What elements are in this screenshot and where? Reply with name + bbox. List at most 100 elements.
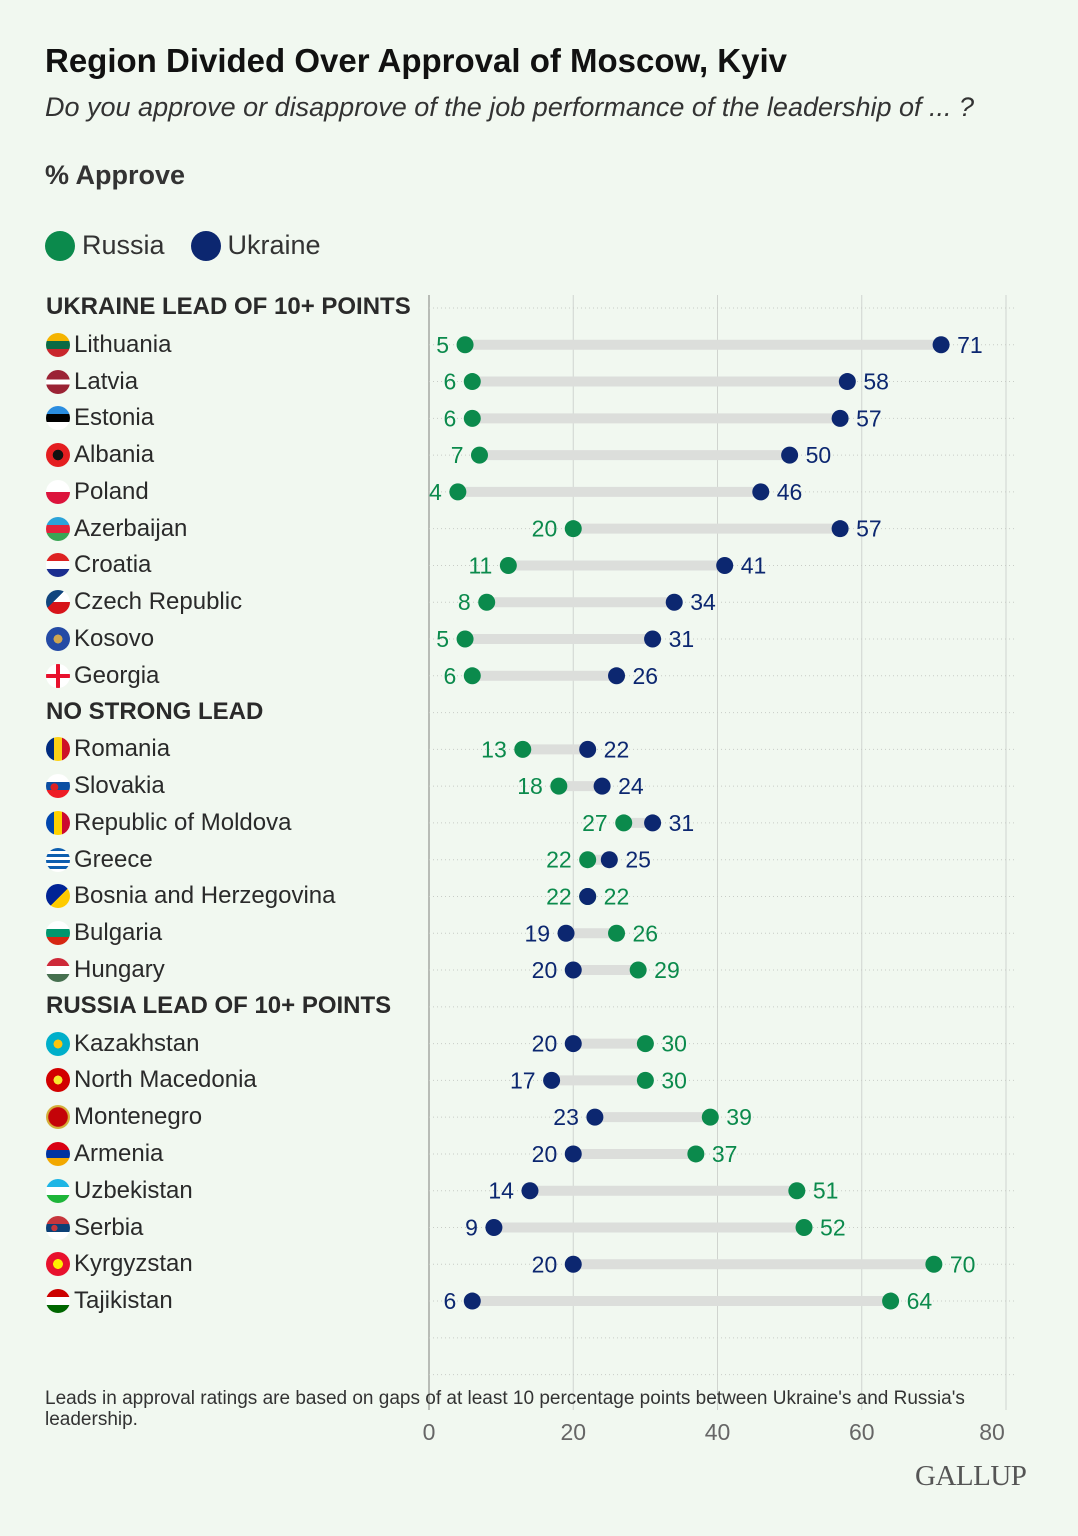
ukraine-point (564, 1035, 582, 1053)
flag-icon (46, 1178, 70, 1203)
ukraine-point (485, 1219, 503, 1236)
x-tick-label-0: 0 (423, 1419, 436, 1445)
ukraine-value-label: 50 (806, 442, 832, 468)
ukraine-value-label: 9 (465, 1215, 478, 1241)
russia-point (925, 1255, 943, 1273)
russia-value-label: 6 (443, 369, 456, 395)
russia-value-label: 20 (532, 516, 558, 542)
country-label: Estonia (46, 403, 154, 433)
ukraine-point (586, 1108, 604, 1126)
russia-point (629, 961, 647, 979)
legend-item-ukraine: Ukraine (190, 230, 321, 261)
russia-point (456, 630, 474, 648)
ukraine-value-label: 19 (524, 920, 550, 946)
russia-point (636, 1071, 654, 1089)
country-label: Kyrgyzstan (46, 1249, 193, 1279)
ukraine-value-label: 22 (604, 736, 630, 762)
ukraine-point (543, 1071, 561, 1089)
russia-point (687, 1145, 705, 1163)
russia-value-label: 11 (468, 552, 492, 578)
flag-icon (46, 958, 70, 983)
ukraine-value-label: 41 (741, 552, 767, 578)
russia-point (615, 814, 633, 832)
ukraine-value-label: 20 (532, 1031, 558, 1057)
chart-title: Region Divided Over Approval of Moscow, … (45, 42, 788, 79)
russia-value-label: 52 (820, 1215, 846, 1241)
country-name: Croatia (74, 551, 152, 579)
ukraine-value-label: 46 (777, 479, 803, 505)
ukraine-value-label: 23 (553, 1104, 579, 1130)
flag-icon (46, 1289, 70, 1314)
ukraine-point (665, 593, 683, 611)
russia-value-label: 5 (436, 332, 449, 358)
russia-point (478, 593, 496, 611)
country-label: Lithuania (46, 330, 171, 360)
ukraine-point (644, 814, 662, 832)
flag-icon (46, 553, 70, 578)
ukraine-value-label: 25 (625, 847, 651, 873)
x-tick-label-40: 40 (705, 1419, 731, 1445)
ukraine-point (644, 630, 662, 648)
legend-item-russia: Russia (45, 230, 165, 261)
country-name: Kazakhstan (74, 1029, 200, 1057)
country-label: Kazakhstan (46, 1029, 199, 1059)
legend-dot-russia-icon (45, 230, 75, 261)
ukraine-point (752, 483, 770, 501)
flag-icon (46, 332, 70, 357)
country-label: Poland (46, 477, 149, 507)
country-name: Slovakia (74, 772, 165, 800)
russia-point (795, 1219, 813, 1236)
flag-icon (46, 627, 70, 652)
flag-icon (46, 774, 70, 799)
country-label: Bulgaria (46, 918, 162, 948)
russia-value-label: 4 (429, 479, 442, 505)
legend: Russia Ukraine (45, 230, 347, 261)
russia-value-label: 27 (582, 810, 608, 836)
ukraine-value-label: 24 (618, 773, 644, 799)
russia-value-label: 5 (436, 626, 449, 652)
country-label: Georgia (46, 661, 159, 691)
russia-value-label: 7 (451, 442, 464, 468)
country-label: Uzbekistan (46, 1176, 193, 1206)
flag-icon (46, 369, 70, 394)
russia-value-label: 8 (458, 589, 471, 615)
country-label: Armenia (46, 1139, 163, 1169)
ukraine-value-label: 20 (532, 1251, 558, 1277)
russia-point (636, 1035, 654, 1053)
group-header: NO STRONG LEAD (46, 697, 264, 725)
country-name: Latvia (74, 367, 139, 395)
country-name: Albania (74, 441, 155, 469)
flag-icon (46, 590, 70, 615)
country-name: Poland (74, 477, 149, 505)
ukraine-value-label: 57 (856, 516, 882, 542)
country-name: North Macedonia (74, 1066, 257, 1094)
russia-point (608, 924, 626, 942)
ukraine-value-label: 14 (488, 1178, 514, 1204)
country-label: North Macedonia (46, 1065, 257, 1095)
russia-value-label: 22 (546, 847, 572, 873)
x-tick-label-80: 80 (979, 1419, 1005, 1445)
flag-icon (46, 1141, 70, 1166)
ukraine-value-label: 17 (510, 1067, 536, 1093)
russia-point (463, 409, 481, 427)
flag-icon (46, 406, 70, 431)
flag-icon (46, 1031, 70, 1056)
group-header: RUSSIA LEAD OF 10+ POINTS (46, 991, 392, 1019)
ukraine-value-label: 57 (856, 405, 882, 431)
country-name: Romania (74, 735, 171, 763)
flag-icon (46, 884, 70, 909)
ukraine-value-label: 20 (532, 1141, 558, 1167)
flag-icon (46, 1105, 70, 1130)
ukraine-value-label: 6 (443, 1288, 456, 1314)
russia-point (463, 373, 481, 391)
russia-point (499, 556, 517, 574)
country-label: Bosnia and Herzegovina (46, 881, 336, 911)
russia-value-label: 13 (481, 736, 507, 762)
legend-dot-ukraine-icon (190, 230, 221, 261)
country-name: Hungary (74, 956, 165, 984)
ukraine-point (608, 667, 626, 685)
country-name: Greece (74, 845, 153, 873)
country-name: Georgia (74, 661, 160, 689)
country-label: Montenegro (46, 1102, 202, 1132)
